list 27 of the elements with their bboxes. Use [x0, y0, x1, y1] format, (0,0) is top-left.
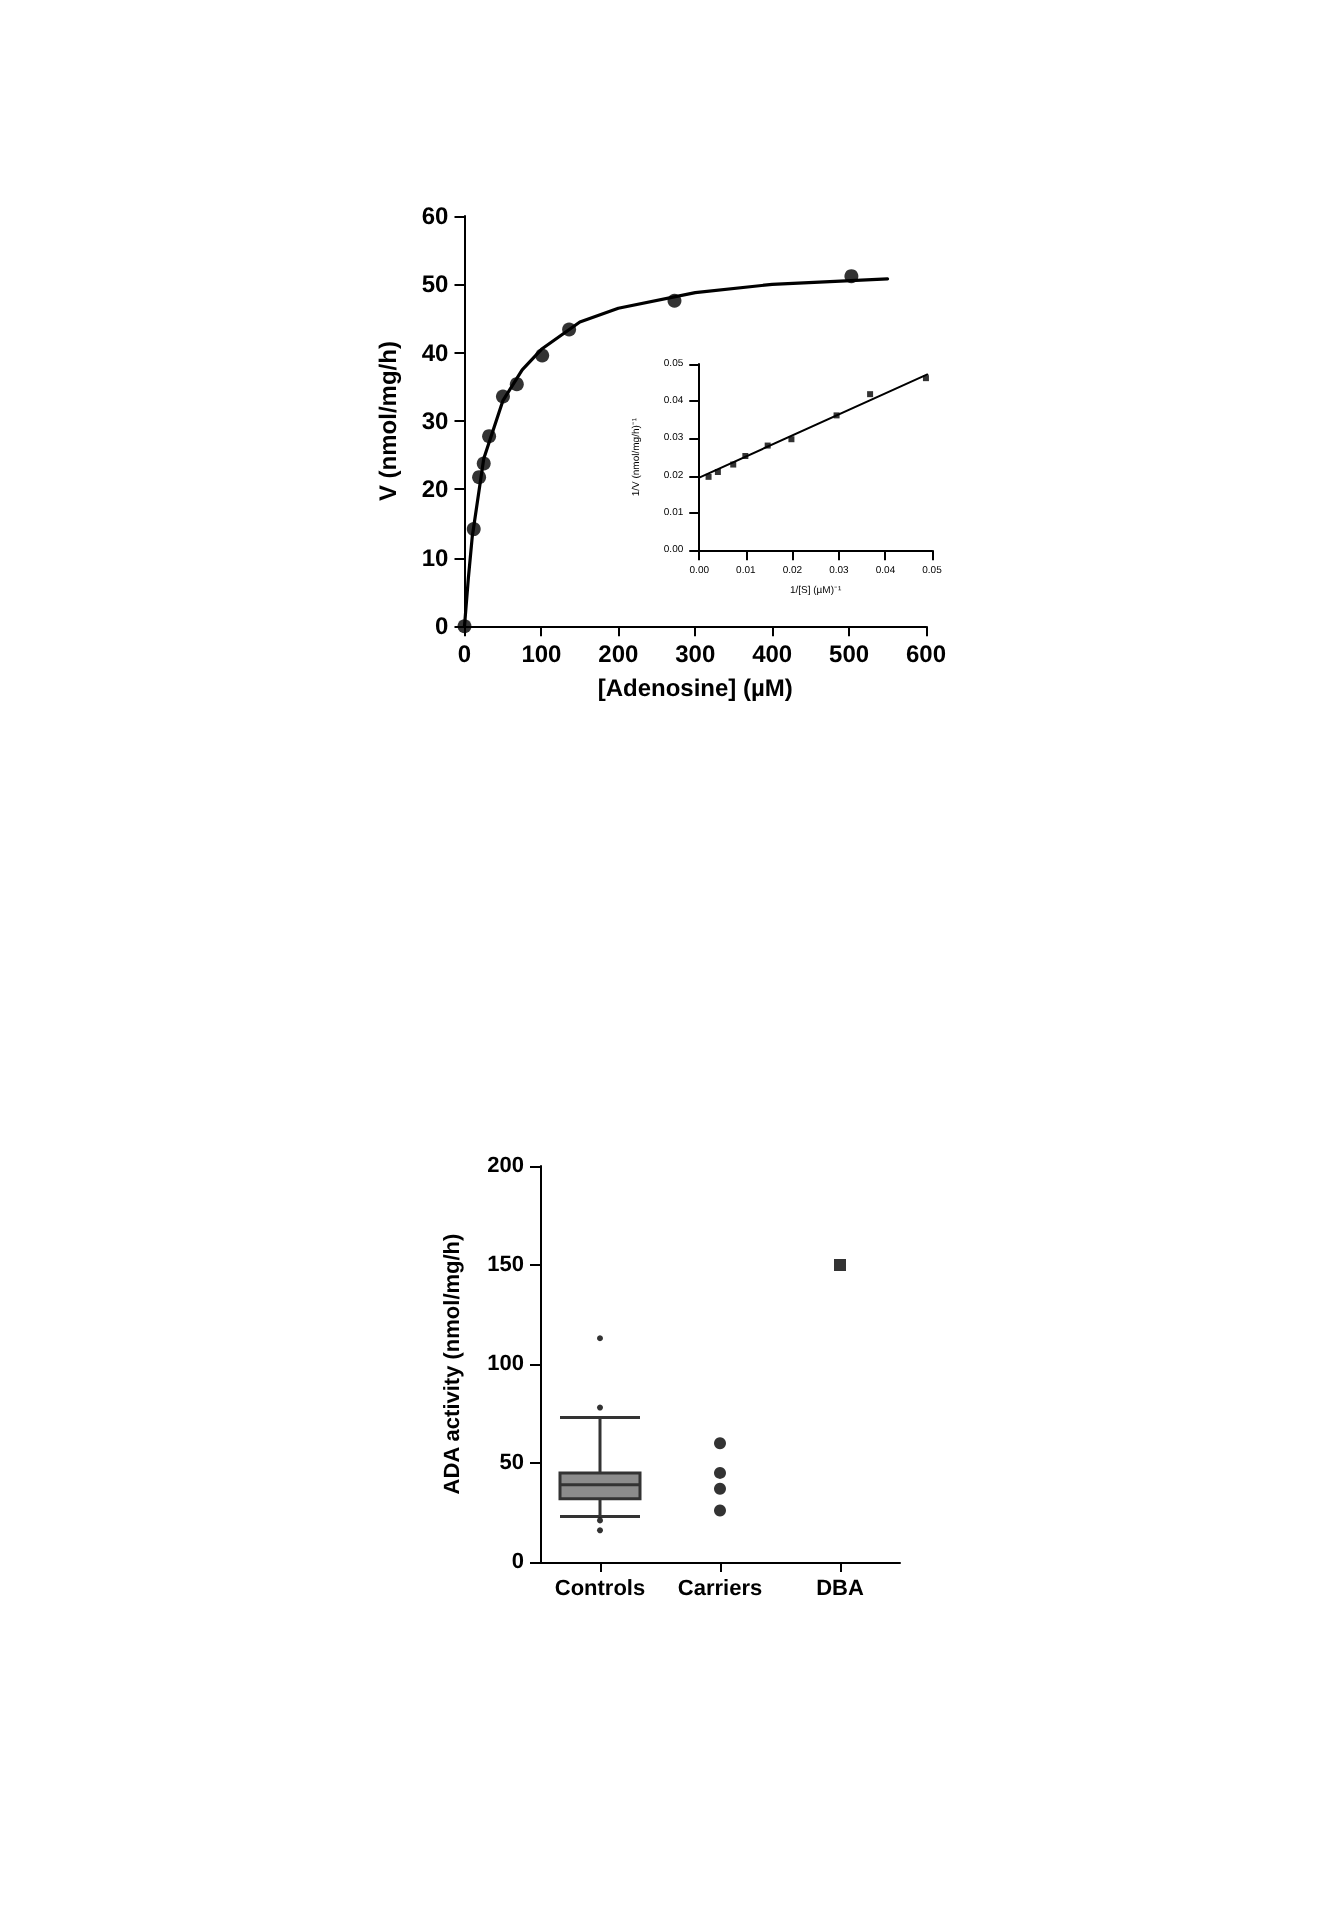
x-tick-label: 100: [521, 640, 563, 669]
y-tick-label: 0: [511, 1550, 524, 1574]
y-tick-label: 50: [421, 270, 450, 299]
y-tick-label: 50: [499, 1451, 524, 1475]
y-tick-label: 0: [435, 612, 450, 641]
y-axis-title: V (nmol/mg/h): [374, 341, 402, 502]
x-axis-title: [Adenosine] (µM): [597, 674, 793, 702]
y-tick-label: 20: [421, 475, 450, 504]
y-tick-label: 200: [487, 1154, 524, 1178]
y-tick-label: 100: [487, 1352, 524, 1376]
x-tick-label: 0: [457, 640, 472, 669]
y-tick-label: 150: [487, 1253, 524, 1277]
x-tick-label: 200: [598, 640, 639, 669]
x-tick-label: Carriers: [677, 1577, 763, 1601]
y-tick-label: 30: [421, 407, 450, 436]
y-tick-label: 10: [421, 543, 450, 572]
x-tick-label: Controls: [554, 1577, 646, 1601]
x-tick-label: 500: [829, 640, 870, 669]
point: [867, 391, 874, 398]
point: [705, 473, 712, 480]
y-axis-title: ADA activity (nmol/mg/h): [441, 1232, 465, 1495]
x-tick-label: 600: [905, 640, 947, 669]
x-tick-label: DBA: [816, 1577, 864, 1601]
y-tick-label: 60: [421, 202, 450, 230]
y-tick-label: 40: [421, 338, 450, 367]
x-tick-label: 400: [752, 640, 793, 669]
x-tick-label: 300: [675, 640, 716, 669]
